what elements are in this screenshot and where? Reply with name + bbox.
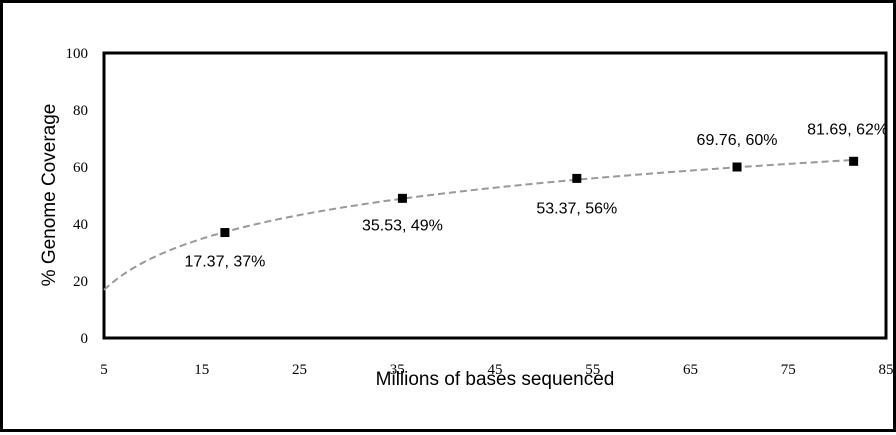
chart-svg: 17.37, 37% 35.53, 49% 53.37, 56% 69.76, 60%… <box>39 46 894 390</box>
y-tick-label: 20 <box>73 274 88 290</box>
data-point-marker <box>397 193 407 203</box>
y-tick-label: 60 <box>73 160 88 176</box>
data-label: 17.37, 37% <box>184 254 265 271</box>
x-tick-label: 65 <box>683 362 698 378</box>
x-tick-label: 25 <box>292 362 307 378</box>
data-point-marker <box>849 156 859 166</box>
marker-layer <box>220 156 859 238</box>
x-tick-label: 45 <box>488 362 503 378</box>
x-tick-label-layer: 5 15 25 35 45 55 65 75 85 <box>100 362 893 378</box>
x-tick-label: 85 <box>879 362 894 378</box>
x-tick-label: 75 <box>781 362 796 378</box>
data-label: 53.37, 56% <box>536 200 617 217</box>
data-point-marker <box>572 173 582 183</box>
x-tick-label: 5 <box>100 362 108 378</box>
y-tick-label: 80 <box>73 103 88 119</box>
y-tick-label: 100 <box>66 46 89 62</box>
data-label: 69.76, 60% <box>697 132 778 149</box>
data-point-marker <box>220 228 230 238</box>
data-label-layer: 17.37, 37% 35.53, 49% 53.37, 56% 69.76, 60%… <box>184 121 888 270</box>
y-axis-title: % Genome Coverage <box>39 104 60 287</box>
data-label: 81.69, 62% <box>807 121 888 138</box>
y-tick-label: 0 <box>81 331 89 347</box>
y-tick-label-layer: 0 20 40 60 80 100 <box>66 46 89 347</box>
data-point-marker <box>732 162 742 172</box>
x-tick-label: 55 <box>585 362 600 378</box>
x-tick-label: 15 <box>194 362 209 378</box>
data-label: 35.53, 49% <box>362 217 443 234</box>
x-tick-label: 35 <box>390 362 405 378</box>
trendline <box>103 158 854 291</box>
trendline-layer <box>103 158 854 291</box>
y-tick-label: 40 <box>73 217 88 233</box>
plot-area <box>102 51 888 340</box>
x-axis-title: Millions of bases sequenced <box>376 369 615 390</box>
